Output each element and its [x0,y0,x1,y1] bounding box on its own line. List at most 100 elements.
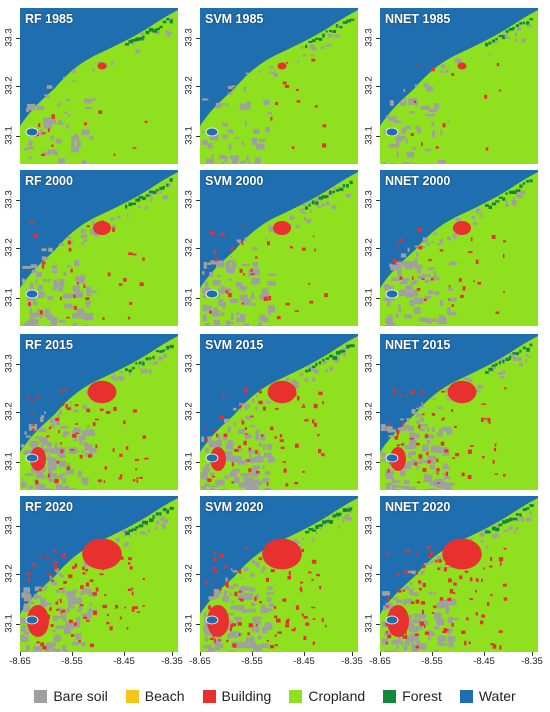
bare-soil-patch [139,368,143,371]
building-patch [280,446,285,449]
building-patch [59,389,64,392]
forest-patch [135,362,138,365]
building-patch [232,643,237,648]
forest-patch [495,200,500,203]
bare-soil-patch [324,522,327,526]
building-patch [318,391,323,396]
building-patch [453,592,456,595]
bare-soil-patch [496,523,500,529]
bare-soil-patch [390,264,396,271]
bare-soil-patch [229,298,238,304]
bare-soil-patch [308,201,314,205]
forest-patch [131,528,137,531]
bare-soil-patch [230,605,238,610]
building-patch [318,448,322,454]
bare-soil-patch [308,365,312,369]
building-patch [293,393,297,396]
building-patch [60,610,63,614]
bare-soil-patch [202,304,207,310]
building-patch [498,89,502,92]
bare-soil-patch [21,625,27,632]
building-patch [499,561,502,566]
bare-soil-patch [134,532,137,536]
bare-soil-patch [405,138,409,144]
map-panel-svm-2020: SVM 2020 [200,496,358,652]
bare-soil-patch [201,436,205,442]
building-patch [63,581,67,584]
forest-patch [149,357,152,360]
x-tick [252,652,253,656]
y-tick-label: 33.3 [3,28,15,47]
bare-soil-patch [239,406,242,411]
bare-soil-patch [155,513,158,518]
bare-soil-patch [144,206,148,210]
building-patch [66,316,71,319]
bare-soil-patch [83,239,88,243]
bare-soil-patch [433,232,438,236]
bare-soil-patch [327,34,333,38]
bare-soil-patch [382,162,387,164]
bare-soil-patch [81,450,85,453]
land-cover-map [20,498,178,652]
building-patch [36,641,40,644]
bare-soil-patch [205,322,210,326]
bare-soil-patch [415,640,421,648]
building-patch [409,437,414,440]
forest-patch [128,202,133,207]
building-patch [128,252,133,256]
bare-soil-patch [385,469,394,476]
land-cover-map [380,336,538,490]
bare-soil-patch [397,635,402,643]
bare-soil-patch [445,606,450,614]
bare-soil-patch [246,637,255,644]
bare-soil-patch [225,620,233,626]
bare-soil-patch [418,614,427,619]
panel-title: NNET 2020 [385,500,451,514]
bare-soil-patch [21,650,28,652]
bare-soil-patch [71,145,80,153]
building-patch [274,436,278,439]
bare-soil-patch [42,152,51,155]
bare-soil-patch [86,301,90,308]
building-patch [80,585,84,589]
bare-soil-patch [422,274,432,277]
building-patch [54,561,58,565]
forest-patch [305,369,309,373]
forest-patch [131,202,137,206]
bare-soil-patch [222,288,232,292]
y-tick-label: 33.2 [363,564,375,583]
bare-soil-patch [252,247,258,251]
building-patch [416,442,420,446]
bare-soil-patch [66,124,69,129]
bare-soil-patch [338,356,340,360]
bare-soil-patch [438,599,448,605]
bare-soil-patch [294,541,299,545]
bare-soil-patch [225,577,228,582]
bare-soil-patch [296,224,300,229]
y-tick-label: 33.1 [183,288,195,307]
bare-soil-patch [49,448,59,454]
building-patch [67,240,71,245]
water-inlet [385,127,399,137]
bare-soil-patch [61,587,66,594]
building-patch [289,246,294,249]
water-inlet [205,615,219,625]
bare-soil-patch [115,537,120,542]
building-patch [273,606,277,609]
bare-soil-patch [527,24,533,28]
building-patch [454,425,457,429]
bare-soil-patch [254,486,259,490]
bare-soil-patch [70,305,74,309]
bare-soil-patch [441,466,451,469]
forest-patch [329,519,333,524]
bare-soil-patch [268,225,271,228]
building-patch [402,589,405,592]
bare-soil-patch [111,61,114,66]
bare-soil-patch [343,353,346,358]
bare-soil-patch [67,264,72,268]
building-patch [212,590,215,594]
building-patch [387,596,390,601]
bare-soil-patch [438,160,446,164]
building-patch [437,567,440,571]
bare-soil-patch [419,489,426,490]
